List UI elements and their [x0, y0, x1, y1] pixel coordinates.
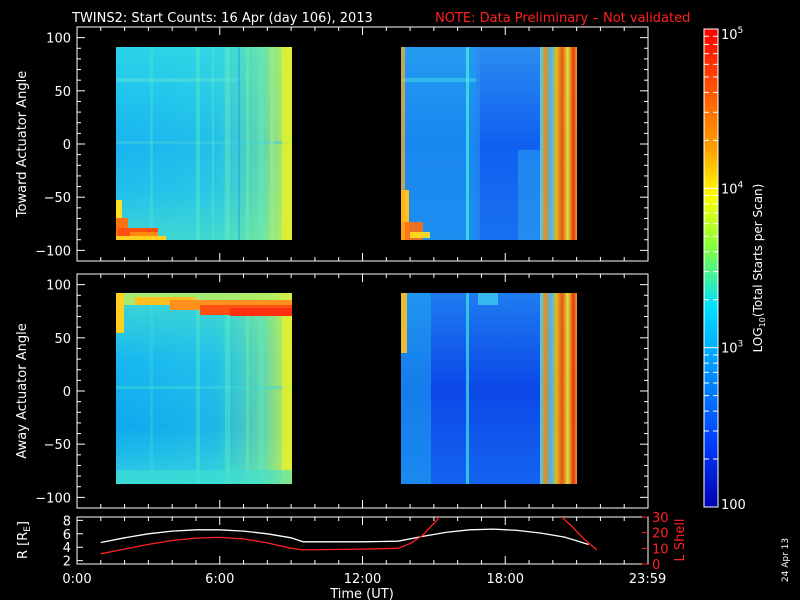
colorbar-tick-label: 100 [721, 498, 746, 513]
toward-ytick-label: 100 [46, 32, 71, 47]
orbit-right-tick-label: 30 [652, 511, 669, 526]
away-heatmap-block-2 [401, 293, 577, 484]
x-axis-label: Time (UT) [329, 587, 394, 600]
orbit-left-tick-label: 2 [63, 555, 71, 570]
toward-ytick-label: −50 [44, 191, 71, 206]
colorbar-tick-label: 105 [721, 26, 743, 43]
colorbar-gradient [703, 28, 719, 508]
orbit-left-tick-label: 8 [63, 514, 71, 529]
away-ytick-label: 50 [54, 332, 71, 347]
x-tick-label: 0:00 [62, 572, 91, 587]
away-y-axis-label: Away Actuator Angle [15, 323, 30, 458]
toward-y-axis-label: Toward Actuator Angle [15, 71, 30, 218]
x-tick-label: 12:00 [344, 572, 381, 587]
away-panel: Away Actuator Angle 100 50 0 −50 −100 [15, 273, 649, 509]
orbit-right-tick-label: 20 [652, 527, 669, 542]
toward-ytick-label: −100 [35, 244, 71, 259]
colorbar: 105 104 103 100 LOG10(Total Starts per Scan… [703, 26, 767, 513]
x-tick-label: 18:00 [487, 572, 524, 587]
orbit-left-tick-label: 6 [63, 528, 71, 543]
toward-ytick-label: 50 [54, 85, 71, 100]
figure-title: TWINS2: Start Counts: 16 Apr (day 106), … [71, 11, 373, 26]
orbit-left-tick-label: 4 [63, 541, 71, 556]
toward-heatmap-block-2 [401, 47, 577, 240]
x-tick-label: 6:00 [205, 572, 234, 587]
toward-ytick-label: 0 [63, 138, 71, 153]
orbit-left-axis-label: R [RE] [16, 521, 33, 559]
away-ytick-label: −50 [44, 438, 71, 453]
colorbar-tick-label: 104 [721, 180, 744, 197]
away-heatmap-block-1 [116, 293, 292, 484]
orbit-series-lshell-line [560, 517, 598, 551]
orbit-right-axis-label: L Shell [673, 518, 688, 561]
colorbar-tick-label: 103 [721, 340, 743, 357]
orbit-right-tick-label: 10 [652, 542, 669, 557]
date-stamp: 24 Apr 13 [781, 538, 791, 582]
colorbar-label: LOG10(Total Starts per Scan) [751, 184, 767, 353]
orbit-series-lshell-line [100, 517, 441, 555]
toward-panel: Toward Actuator Angle 100 50 0 −50 −100 [15, 26, 649, 262]
x-tick-label: 23:59 [629, 572, 666, 587]
preliminary-note: NOTE: Data Preliminary – Not validated [435, 11, 690, 26]
orbit-series-radius-line [100, 528, 589, 546]
toward-heatmap-block-1 [116, 47, 292, 240]
away-ytick-label: 0 [63, 385, 71, 400]
orbit-right-tick-label: 0 [652, 558, 660, 573]
away-ytick-label: −100 [35, 491, 71, 506]
away-ytick-label: 100 [46, 279, 71, 294]
